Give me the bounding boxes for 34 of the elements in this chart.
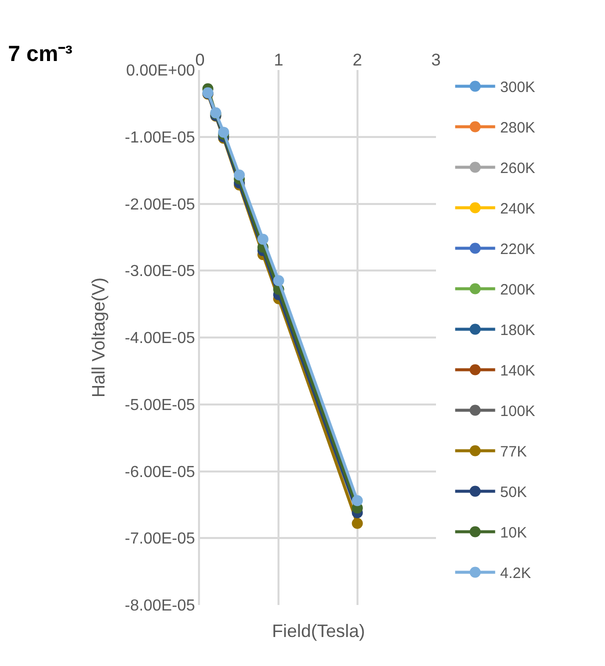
y-tick-label: -8.00E-05 (124, 598, 196, 615)
legend-label: 260K (500, 160, 536, 178)
y-tick-label: -6.00E-05 (124, 464, 196, 481)
legend-label: 200K (500, 282, 536, 299)
legend-label: 240K (500, 200, 536, 218)
legend-label: 4.2K (500, 565, 532, 582)
legend-label: 220K (500, 241, 536, 258)
legend-label: 180K (500, 322, 536, 340)
point (234, 169, 245, 180)
x-tick-label: 0 (195, 50, 205, 70)
y-tick-label: -1.00E-05 (124, 129, 196, 146)
legend-label: 50K (500, 484, 527, 502)
y-tick-label: -7.00E-05 (124, 530, 196, 548)
y-axis-title: Hall Voltage(V) (88, 277, 108, 398)
legend-label: 77K (500, 444, 527, 461)
point (352, 518, 363, 529)
y-tick-label: -2.00E-05 (124, 196, 196, 214)
y-tick-label: -3.00E-05 (124, 263, 196, 280)
point (257, 234, 268, 245)
x-tick-label: 3 (431, 50, 441, 70)
x-tick-label: 2 (352, 50, 362, 70)
point (352, 495, 363, 506)
y-tick-label: -4.00E-05 (124, 330, 196, 348)
x-tick-label: 1 (274, 50, 284, 70)
legend-label: 10K (500, 524, 527, 542)
legend-label: 100K (500, 403, 536, 420)
y-tick-label: 0.00E+00 (126, 62, 196, 80)
legend-label: 280K (500, 120, 536, 137)
chart-title: 7 cm⁻³ (8, 41, 72, 66)
legend-label: 140K (500, 362, 536, 380)
x-axis-title: Field(Tesla) (272, 621, 366, 641)
legend-label: 300K (500, 79, 536, 96)
point (273, 275, 284, 286)
y-tick-label: -5.00E-05 (124, 396, 196, 414)
